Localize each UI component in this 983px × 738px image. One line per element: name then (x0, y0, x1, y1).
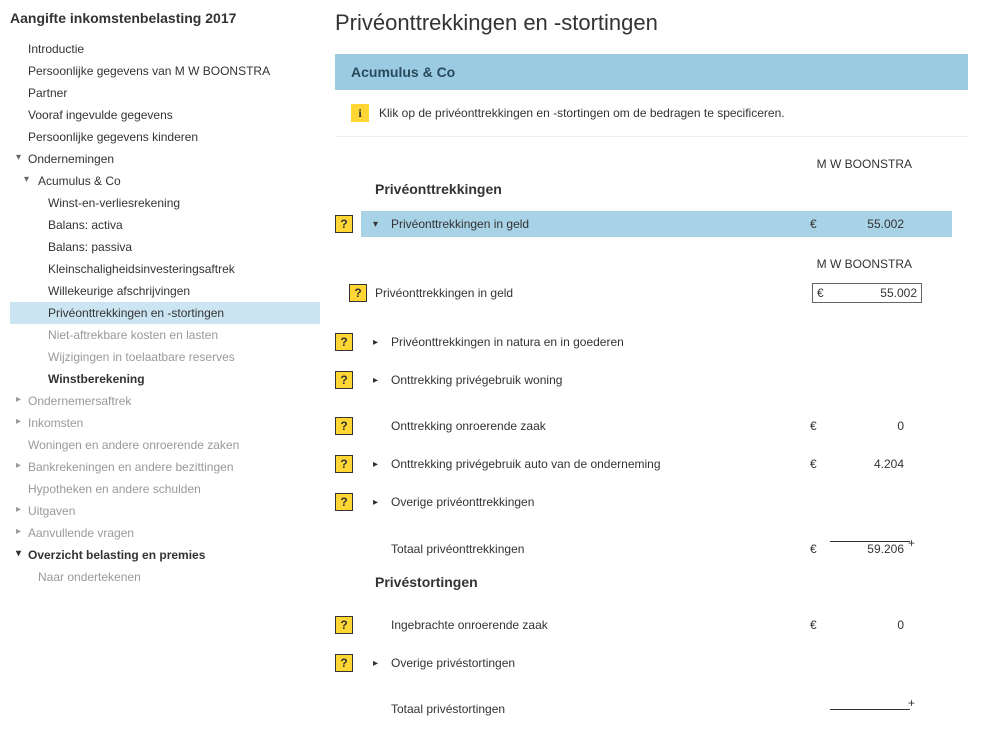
help-button[interactable]: ? (335, 455, 353, 473)
sidebar-item[interactable]: Privéonttrekkingen en -stortingen (10, 302, 320, 324)
sidebar: Aangifte inkomstenbelasting 2017 Introdu… (0, 0, 320, 738)
total-value: 59.206 (830, 541, 910, 556)
sidebar-item[interactable]: Balans: passiva (10, 236, 320, 258)
section-heading-stortingen: Privéstortingen (335, 568, 968, 598)
form-row[interactable]: ? ▸ Overige privéstortingen (335, 644, 968, 682)
amount-input[interactable] (833, 286, 917, 300)
row-label: Ingebrachte onroerende zaak (391, 618, 810, 632)
row-label: Overige privéonttrekkingen (391, 495, 810, 509)
total-row-onttrekkingen: Totaal privéonttrekkingen € 59.206 + (335, 529, 968, 568)
form-row[interactable]: ? ▸ Privéonttrekkingen in natura en in goe… (335, 323, 968, 361)
sidebar-title: Aangifte inkomstenbelasting 2017 (10, 10, 320, 26)
currency-label: € (810, 217, 830, 231)
section-heading-onttrekkingen: Privéonttrekkingen (335, 175, 968, 205)
form-row[interactable]: ? ▸ Overige privéonttrekkingen (335, 483, 968, 521)
sidebar-item[interactable]: Winst-en-verliesrekening (10, 192, 320, 214)
expand-icon: ▸ (373, 497, 385, 508)
section-onttrekkingen: M W BOONSTRA Privéonttrekkingen ? ▾ Privéo… (335, 151, 968, 728)
sidebar-item[interactable]: Persoonlijke gegevens kinderen (10, 126, 320, 148)
sidebar-item[interactable]: Introductie (10, 38, 320, 60)
sub-column-header: M W BOONSTRA (375, 257, 952, 271)
help-button[interactable]: ? (335, 654, 353, 672)
total-value (830, 709, 910, 710)
expand-icon: ▸ (373, 658, 385, 669)
expand-icon: ▸ (373, 337, 385, 348)
sidebar-item[interactable]: Aanvullende vragen (10, 522, 320, 544)
sidebar-item[interactable]: Hypotheken en andere schulden (10, 478, 320, 500)
info-icon: i (351, 104, 369, 122)
help-button[interactable]: ? (335, 417, 353, 435)
row-label: Overige privéstortingen (391, 656, 810, 670)
row-label: Privéonttrekkingen in geld (391, 217, 810, 231)
info-text: Klik op de privéonttrekkingen en -storti… (379, 106, 785, 120)
currency-label: € (810, 542, 830, 556)
sidebar-item[interactable]: Ondernemersaftrek (10, 390, 320, 412)
sidebar-item[interactable]: Vooraf ingevulde gegevens (10, 104, 320, 126)
sidebar-item[interactable]: Bankrekeningen en andere bezittingen (10, 456, 320, 478)
row-value: 0 (830, 618, 910, 632)
sidebar-item[interactable]: Partner (10, 82, 320, 104)
info-bar: i Klik op de privéonttrekkingen en -stor… (335, 90, 968, 137)
plus-icon: + (908, 696, 915, 710)
sidebar-item[interactable]: Uitgaven (10, 500, 320, 522)
sidebar-item[interactable]: Balans: activa (10, 214, 320, 236)
help-button[interactable]: ? (335, 215, 353, 233)
company-header: Acumulus & Co (335, 54, 968, 90)
form-row[interactable]: ? Ingebrachte onroerende zaak€0 (335, 606, 968, 644)
sidebar-item[interactable]: Naar ondertekenen (10, 566, 320, 588)
sidebar-item[interactable]: Kleinschaligheidsinvesteringsaftrek (10, 258, 320, 280)
row-value: 4.204 (830, 457, 910, 471)
currency-label: € (817, 286, 833, 300)
row-label: Onttrekking onroerende zaak (391, 419, 810, 433)
expand-icon: ▸ (373, 375, 385, 386)
sidebar-item[interactable]: Inkomsten (10, 412, 320, 434)
page-title: Privéonttrekkingen en -stortingen (335, 10, 968, 36)
currency-label: € (810, 618, 830, 632)
row-value: 0 (830, 419, 910, 433)
currency-label: € (810, 419, 830, 433)
expand-icon: ▸ (373, 459, 385, 470)
total-label: Totaal privéstortingen (391, 702, 810, 716)
sidebar-item[interactable]: Winstberekening (10, 368, 320, 390)
total-row-stortingen: Totaal privéstortingen + (335, 690, 968, 728)
sidebar-item[interactable]: Persoonlijke gegevens van M W BOONSTRA (10, 60, 320, 82)
help-button[interactable]: ? (335, 371, 353, 389)
sidebar-item[interactable]: Ondernemingen (10, 148, 320, 170)
sub-form-row: ? Privéonttrekkingen in geld € (335, 277, 968, 309)
form-row[interactable]: ? Onttrekking onroerende zaak€0 (335, 407, 968, 445)
sub-row-label: Privéonttrekkingen in geld (375, 286, 812, 300)
sidebar-item[interactable]: Wijzigingen in toelaatbare reserves (10, 346, 320, 368)
sidebar-item[interactable]: Overzicht belasting en premies (10, 544, 320, 566)
sidebar-item[interactable]: Woningen en andere onroerende zaken (10, 434, 320, 456)
sidebar-nav: IntroductiePersoonlijke gegevens van M W… (10, 38, 320, 588)
amount-input-wrapper[interactable]: € (812, 283, 922, 303)
row-label: Onttrekking privégebruik auto van de ond… (391, 457, 810, 471)
total-label: Totaal privéonttrekkingen (391, 542, 810, 556)
row-value: 55.002 (830, 217, 910, 231)
help-button[interactable]: ? (335, 493, 353, 511)
sidebar-item[interactable]: Niet-aftrekbare kosten en lasten (10, 324, 320, 346)
plus-icon: + (908, 536, 915, 550)
help-button[interactable]: ? (335, 616, 353, 634)
row-label: Onttrekking privégebruik woning (391, 373, 810, 387)
form-row[interactable]: ? ▾ Privéonttrekkingen in geld€55.002 (335, 205, 968, 243)
sidebar-item[interactable]: Willekeurige afschrijvingen (10, 280, 320, 302)
expand-icon: ▾ (373, 219, 385, 230)
column-header-person: M W BOONSTRA (375, 157, 952, 171)
currency-label: € (810, 457, 830, 471)
main-content: Privéonttrekkingen en -stortingen Acumul… (320, 0, 983, 738)
help-button[interactable]: ? (335, 333, 353, 351)
form-row[interactable]: ? ▸ Onttrekking privégebruik woning (335, 361, 968, 399)
form-row[interactable]: ? ▸ Onttrekking privégebruik auto van de o… (335, 445, 968, 483)
help-button[interactable]: ? (349, 284, 367, 302)
row-label: Privéonttrekkingen in natura en in goede… (391, 335, 810, 349)
sidebar-item[interactable]: Acumulus & Co (10, 170, 320, 192)
